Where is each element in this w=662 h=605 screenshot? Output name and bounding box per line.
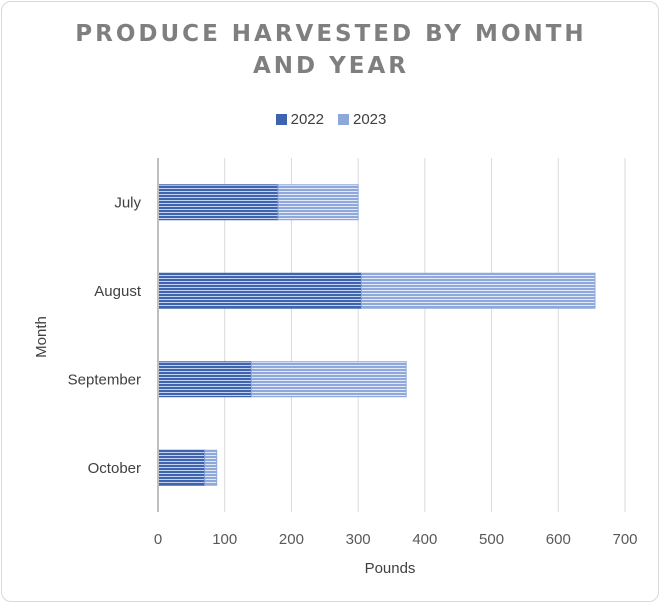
chart-title-line-2: AND YEAR <box>252 53 410 79</box>
bar-2023-july <box>277 184 359 221</box>
y-tick-label: September <box>68 371 141 388</box>
bar-2022-september <box>157 361 252 398</box>
legend: 2022 2023 <box>0 111 662 128</box>
legend-label-2023: 2023 <box>353 111 387 128</box>
legend-swatch-2022 <box>275 114 287 125</box>
x-tick-label: 100 <box>212 531 237 548</box>
y-tick-label: August <box>94 283 142 300</box>
legend-label-2022: 2022 <box>290 111 324 128</box>
legend-item-2023: 2023 <box>338 111 386 128</box>
bar-2023-september <box>250 361 407 398</box>
bar-2022-july <box>157 184 279 221</box>
legend-swatch-2023 <box>338 114 349 125</box>
bars <box>157 184 596 486</box>
x-tick-label: 400 <box>412 531 437 548</box>
x-tick-label: 500 <box>479 531 504 548</box>
x-tick-label: 600 <box>546 531 571 548</box>
x-axis-title: Pounds <box>365 560 416 577</box>
chart-title-line-1: PRODUCE HARVESTED BY MONTH <box>75 21 587 47</box>
x-tick-label: 0 <box>154 531 162 548</box>
y-tick-label: July <box>114 194 141 211</box>
bar-2023-october <box>204 449 218 486</box>
axis-labels: Pounds Month <box>33 316 415 577</box>
bar-2023-august <box>360 272 596 309</box>
bar-2022-october <box>157 449 206 486</box>
y-axis-title: Month <box>33 316 50 358</box>
legend-item-2022: 2022 <box>275 111 324 128</box>
x-tick-label: 200 <box>279 531 304 548</box>
chart-title: PRODUCE HARVESTED BY MONTH AND YEAR <box>0 18 662 82</box>
x-tick-label: 300 <box>346 531 371 548</box>
y-tick-label: October <box>88 460 141 477</box>
axes: 0 100 200 300 400 500 600 700 July August Septembe… <box>68 158 638 548</box>
bar-2022-august <box>157 272 362 309</box>
x-tick-label: 700 <box>612 531 637 548</box>
